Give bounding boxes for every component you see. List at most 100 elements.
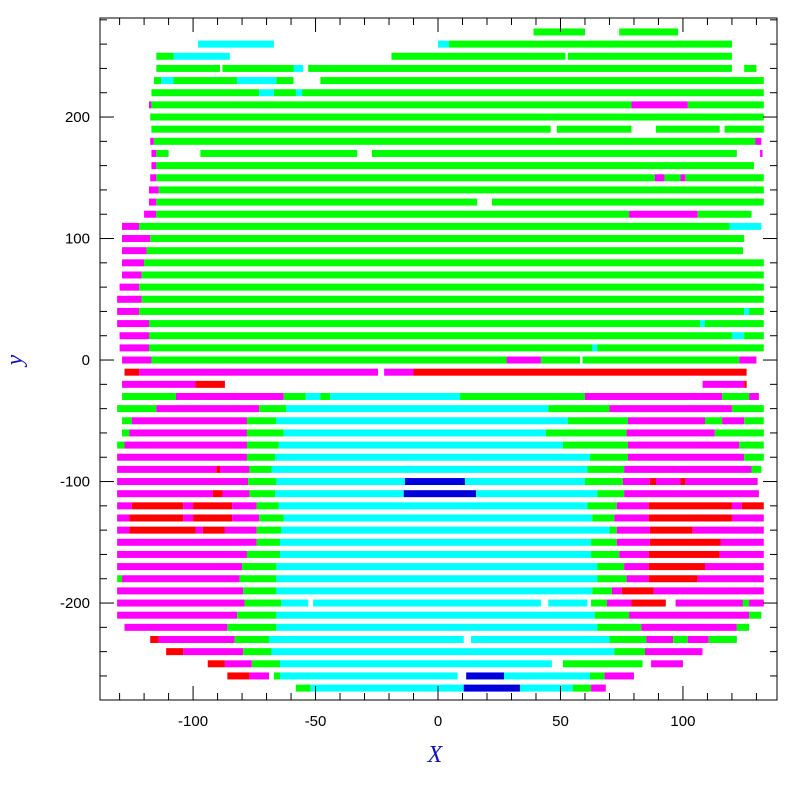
segment [594, 611, 630, 619]
segment [122, 380, 196, 388]
segment [193, 514, 233, 522]
segment [626, 575, 649, 583]
segment [283, 514, 593, 522]
segment [269, 635, 464, 643]
segment [404, 478, 465, 486]
segment [609, 405, 732, 413]
segment [611, 587, 622, 595]
segment [591, 599, 608, 607]
segment [259, 514, 284, 522]
segment [744, 380, 747, 388]
segment [150, 235, 745, 243]
segment [589, 453, 628, 461]
segment [692, 526, 764, 534]
segment [122, 222, 140, 230]
segment [246, 429, 284, 437]
segment [283, 392, 306, 400]
segment [597, 575, 627, 583]
segment [744, 307, 750, 315]
segment [656, 478, 681, 486]
segment [183, 502, 194, 510]
segment [648, 550, 720, 558]
segment [216, 465, 221, 473]
segment [276, 417, 568, 425]
segment [729, 222, 762, 230]
segment [237, 77, 277, 85]
segment [175, 392, 284, 400]
segment [119, 283, 140, 291]
segment [656, 125, 720, 133]
segment [624, 490, 759, 498]
segment [308, 64, 732, 72]
segment [654, 174, 665, 182]
segment [117, 599, 245, 607]
segment [144, 210, 157, 218]
segment [533, 28, 585, 36]
segment [744, 64, 757, 72]
segment [471, 635, 610, 643]
segment [156, 149, 169, 157]
segment [755, 137, 762, 145]
segment [592, 344, 598, 352]
segment [685, 174, 764, 182]
segment [153, 77, 162, 85]
segment [556, 125, 632, 133]
segment [117, 575, 123, 583]
segment [622, 478, 650, 486]
segment [749, 307, 764, 315]
segment [609, 635, 647, 643]
segment [744, 417, 764, 425]
segment [616, 502, 649, 510]
segment [463, 684, 521, 692]
segment [648, 563, 705, 571]
segment [148, 332, 732, 340]
segment [281, 599, 309, 607]
segment [122, 356, 152, 364]
segment [150, 635, 159, 643]
segment [124, 441, 247, 449]
segment [122, 429, 130, 437]
segment [680, 174, 686, 182]
segment [158, 635, 235, 643]
segment [464, 478, 585, 486]
segment [119, 344, 149, 352]
segment [627, 453, 745, 461]
segment [649, 526, 693, 534]
segment [280, 672, 458, 680]
segment [212, 490, 223, 498]
segment [702, 380, 745, 388]
segment [584, 392, 723, 400]
segment [249, 465, 272, 473]
segment [293, 64, 304, 72]
segment [704, 417, 723, 425]
segment [224, 660, 252, 668]
segment [475, 490, 598, 498]
segment [504, 672, 590, 680]
segment [275, 453, 590, 461]
segment [675, 599, 743, 607]
segment [584, 478, 623, 486]
segment [146, 247, 743, 255]
segment [572, 684, 592, 692]
segment [562, 660, 643, 668]
segment [259, 405, 287, 413]
segment [460, 392, 585, 400]
segment [259, 89, 274, 97]
segment [151, 125, 551, 133]
segment [246, 441, 279, 449]
segment [627, 441, 740, 449]
segment [193, 502, 233, 510]
segment [156, 405, 260, 413]
segment [139, 222, 730, 230]
segment [722, 392, 750, 400]
segment [249, 672, 270, 680]
segment [413, 368, 747, 376]
segment [310, 684, 464, 692]
segment [607, 599, 632, 607]
segment [749, 611, 762, 619]
segment [246, 550, 281, 558]
segment [673, 635, 688, 643]
segment [151, 162, 157, 170]
segment [232, 502, 257, 510]
